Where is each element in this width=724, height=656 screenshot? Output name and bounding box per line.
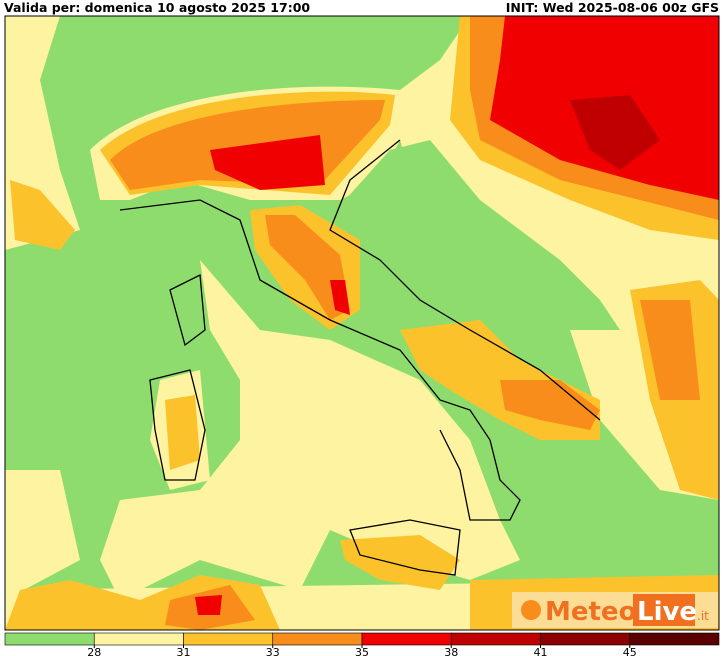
colorbar-segment <box>540 632 631 646</box>
colorbar-segment <box>93 632 184 646</box>
colorbar-label: 28 <box>87 646 101 656</box>
colorbar-label: 31 <box>177 646 191 656</box>
colorbar-segment <box>629 632 720 646</box>
colorbar-segment <box>361 632 452 646</box>
colorbar: 28 31 33 35 38 41 45 <box>4 632 720 656</box>
colorbar-segment <box>183 632 274 646</box>
map-field <box>5 16 719 630</box>
map-frame <box>4 15 720 631</box>
colorbar-label: 35 <box>355 646 369 656</box>
logo-domain: .it <box>697 609 709 623</box>
colorbar-segment <box>272 632 363 646</box>
colorbar-label: 41 <box>534 646 548 656</box>
valid-time: Valida per: domenica 10 agosto 2025 17:0… <box>4 0 310 15</box>
colorbar-label: 33 <box>266 646 280 656</box>
colorbar-segment <box>450 632 541 646</box>
logo-meteo: Meteo <box>545 597 636 627</box>
logo-live: Live <box>637 597 697 627</box>
colorbar-segment <box>4 632 95 646</box>
init-time: INIT: Wed 2025-08-06 00z GFS <box>506 0 719 15</box>
colorbar-label: 45 <box>623 646 637 656</box>
logo: Meteo Live .it <box>512 592 718 628</box>
colorbar-label: 38 <box>444 646 458 656</box>
